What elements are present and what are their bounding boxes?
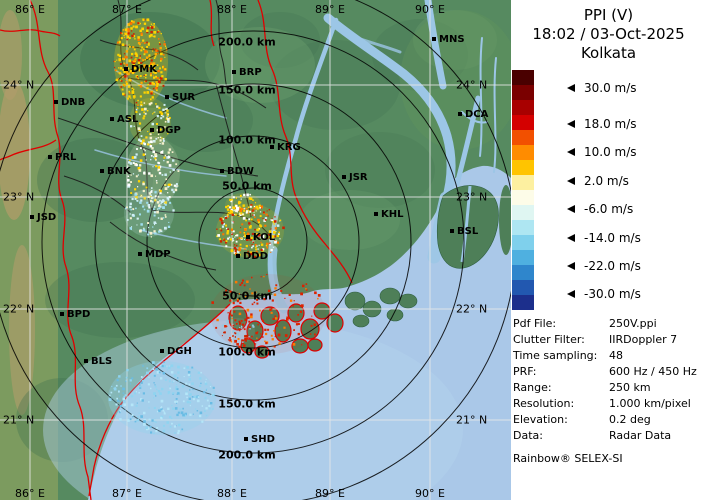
metadata-row: Time sampling: 48 (513, 348, 705, 364)
metadata-value: 1.000 km/pixel (609, 397, 691, 410)
scale-tick: 18.0 m/s (567, 117, 637, 131)
scale-tick: 2.0 m/s (567, 174, 629, 188)
metadata-label: Pdf File: (513, 317, 557, 330)
range-rings (0, 0, 511, 500)
metadata-row: Clutter Filter: IIRDoppler 7 (513, 332, 705, 348)
scale-value: 10.0 m/s (584, 145, 637, 159)
velocity-colorbar (512, 70, 534, 310)
tick-arrow-icon (567, 290, 575, 298)
metadata-value: 250 km (609, 381, 651, 394)
software-brand: Rainbow® SELEX-SI (513, 452, 623, 465)
scale-tick: -22.0 m/s (567, 259, 641, 273)
product-title: PPI (V) (583, 6, 634, 24)
red-boundaries (0, 0, 353, 500)
scale-tick: -6.0 m/s (567, 202, 633, 216)
metadata-value: 0.2 deg (609, 413, 651, 426)
metadata-label: Time sampling: (513, 349, 598, 362)
metadata-label: PRF: (513, 365, 537, 378)
tick-arrow-icon (567, 234, 575, 242)
scale-value: -22.0 m/s (584, 259, 641, 273)
metadata-row: Data: Radar Data (513, 428, 705, 444)
scale-value: 30.0 m/s (584, 81, 637, 95)
scale-value: -30.0 m/s (584, 287, 641, 301)
sea-highlight (43, 320, 463, 500)
metadata-label: Data: (513, 429, 543, 442)
tick-arrow-icon (567, 84, 575, 92)
metadata-label: Resolution: (513, 397, 575, 410)
scale-tick: 30.0 m/s (567, 81, 637, 95)
scale-value: 18.0 m/s (584, 117, 637, 131)
scale-value: -6.0 m/s (584, 202, 634, 216)
tick-arrow-icon (567, 205, 575, 213)
timestamp: 18:02 / 03-Oct-2025 (532, 25, 685, 43)
scale-tick: -30.0 m/s (567, 287, 641, 301)
tick-arrow-icon (567, 120, 575, 128)
radar-echoes (108, 18, 326, 435)
scale-value: 2.0 m/s (584, 174, 629, 188)
panel-header: PPI (V) 18:02 / 03-Oct-2025 Kolkata (511, 6, 706, 63)
metadata-list: Pdf File: 250V.ppi Clutter Filter: IIRDoppl… (513, 316, 705, 444)
metadata-value: 600 Hz / 450 Hz (609, 365, 697, 378)
radar-map: 86° E 87° E 88° E 89° E 90° E 86° E 87° E 88° E… (0, 0, 511, 500)
metadata-row: PRF: 600 Hz / 450 Hz (513, 364, 705, 380)
metadata-value: 250V.ppi (609, 317, 657, 330)
metadata-label: Elevation: (513, 413, 568, 426)
map-graphic (0, 0, 511, 500)
metadata-row: Range: 250 km (513, 380, 705, 396)
metadata-label: Clutter Filter: (513, 333, 585, 346)
metadata-value: Radar Data (609, 429, 672, 442)
metadata-label: Range: (513, 381, 552, 394)
radar-site: Kolkata (580, 44, 637, 62)
scale-tick: -14.0 m/s (567, 231, 641, 245)
metadata-value: 48 (609, 349, 623, 362)
metadata-value: IIRDoppler 7 (609, 333, 678, 346)
east-islands (344, 185, 511, 328)
scale-value: -14.0 m/s (584, 231, 641, 245)
tick-arrow-icon (567, 262, 575, 270)
tick-arrow-icon (567, 177, 575, 185)
scale-tick: 10.0 m/s (567, 145, 637, 159)
info-panel: PPI (V) 18:02 / 03-Oct-2025 Kolkata 30.0… (511, 0, 706, 500)
metadata-row: Elevation: 0.2 deg (513, 412, 705, 428)
metadata-row: Resolution: 1.000 km/pixel (513, 396, 705, 412)
tick-arrow-icon (567, 148, 575, 156)
graticule (0, 0, 511, 500)
metadata-row: Pdf File: 250V.ppi (513, 316, 705, 332)
